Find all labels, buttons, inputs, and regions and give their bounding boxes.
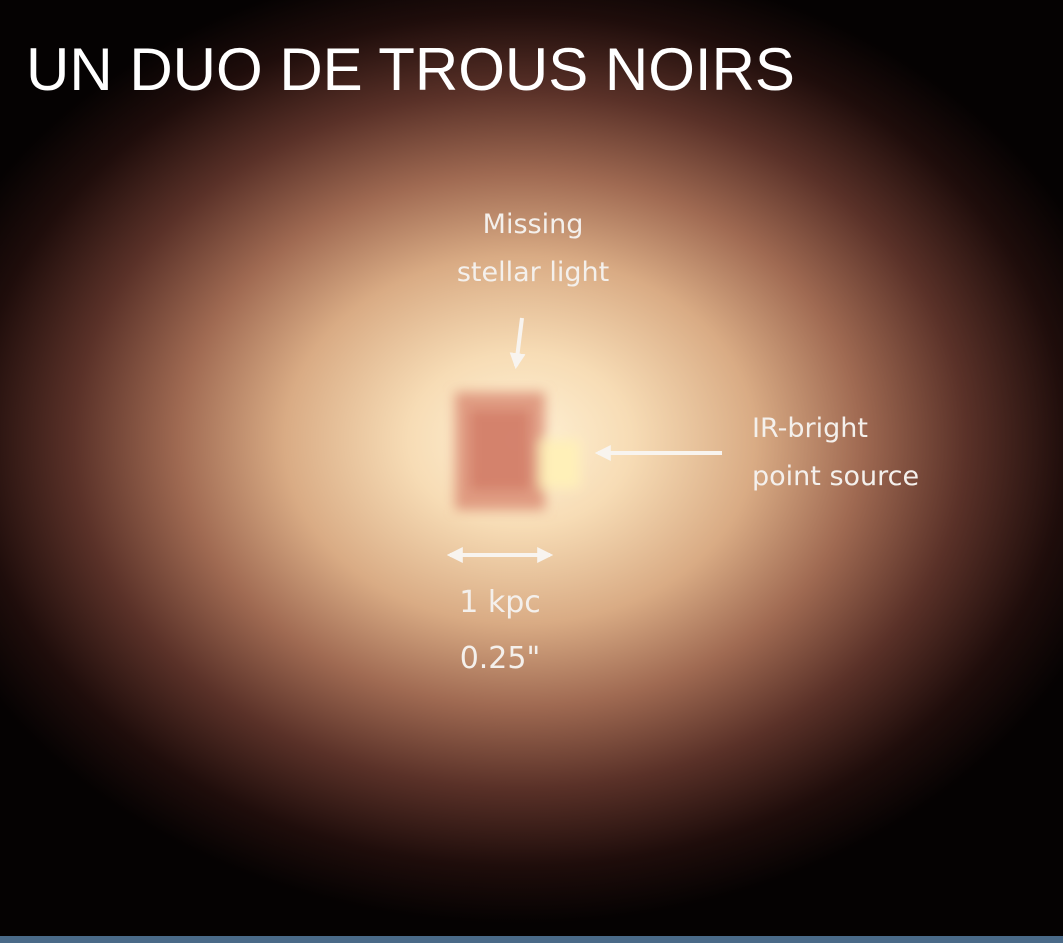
bottom-border: [0, 936, 1063, 943]
annotation: IR-bright: [752, 413, 868, 444]
scale-label: 0.25": [460, 641, 541, 676]
scale-label: 1 kpc: [459, 585, 541, 620]
annotation: stellar light: [457, 257, 609, 288]
slide-title: UN DUO DE TROUS NOIRS: [26, 36, 795, 103]
page: UN DUO DE TROUS NOIRS Missing stellar li…: [0, 0, 1063, 943]
annotation: Missing: [483, 209, 584, 240]
slide: UN DUO DE TROUS NOIRS Missing stellar li…: [0, 0, 1063, 943]
annotation: point source: [752, 461, 919, 492]
